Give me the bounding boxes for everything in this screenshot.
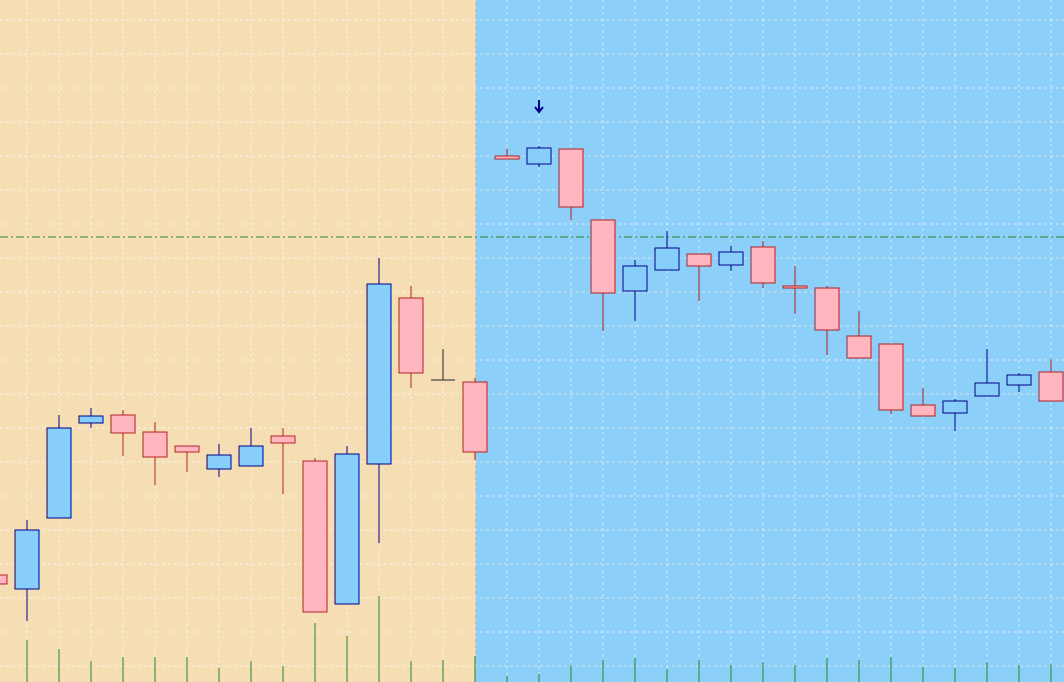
candle-body xyxy=(590,219,616,294)
candle-body xyxy=(846,335,872,359)
candle-body xyxy=(334,453,360,605)
candle-body xyxy=(1006,374,1032,386)
background xyxy=(0,0,475,682)
candle-body xyxy=(366,283,392,465)
candle-body xyxy=(622,265,648,292)
candle-body xyxy=(686,253,712,267)
signal-arrow xyxy=(534,100,544,114)
signal-arrow-head xyxy=(534,106,544,114)
candle-body xyxy=(110,414,136,434)
candle-body xyxy=(78,415,104,424)
candle-body xyxy=(878,343,904,411)
candle-body xyxy=(206,454,232,470)
candle-body xyxy=(942,400,968,414)
candle-body xyxy=(910,404,936,417)
candle-body xyxy=(974,382,1000,397)
candle-body xyxy=(558,148,584,208)
candle-body xyxy=(462,381,488,453)
background-highlight xyxy=(475,0,1064,682)
candle-body xyxy=(494,155,520,160)
candle-body xyxy=(142,431,168,458)
candle-body xyxy=(718,251,744,266)
candle-body xyxy=(1038,371,1064,402)
candle-body xyxy=(526,147,552,165)
candle-body xyxy=(270,435,296,444)
candle-body xyxy=(174,445,200,453)
candle-body xyxy=(398,297,424,374)
candle-body xyxy=(814,287,840,331)
candle-body xyxy=(46,427,72,519)
candle-body xyxy=(238,445,264,467)
candle-body xyxy=(302,460,328,613)
candle-body xyxy=(0,574,8,585)
candle-body xyxy=(654,247,680,271)
candle-body xyxy=(14,529,40,590)
candle-body xyxy=(750,246,776,284)
candle-body xyxy=(782,285,808,289)
